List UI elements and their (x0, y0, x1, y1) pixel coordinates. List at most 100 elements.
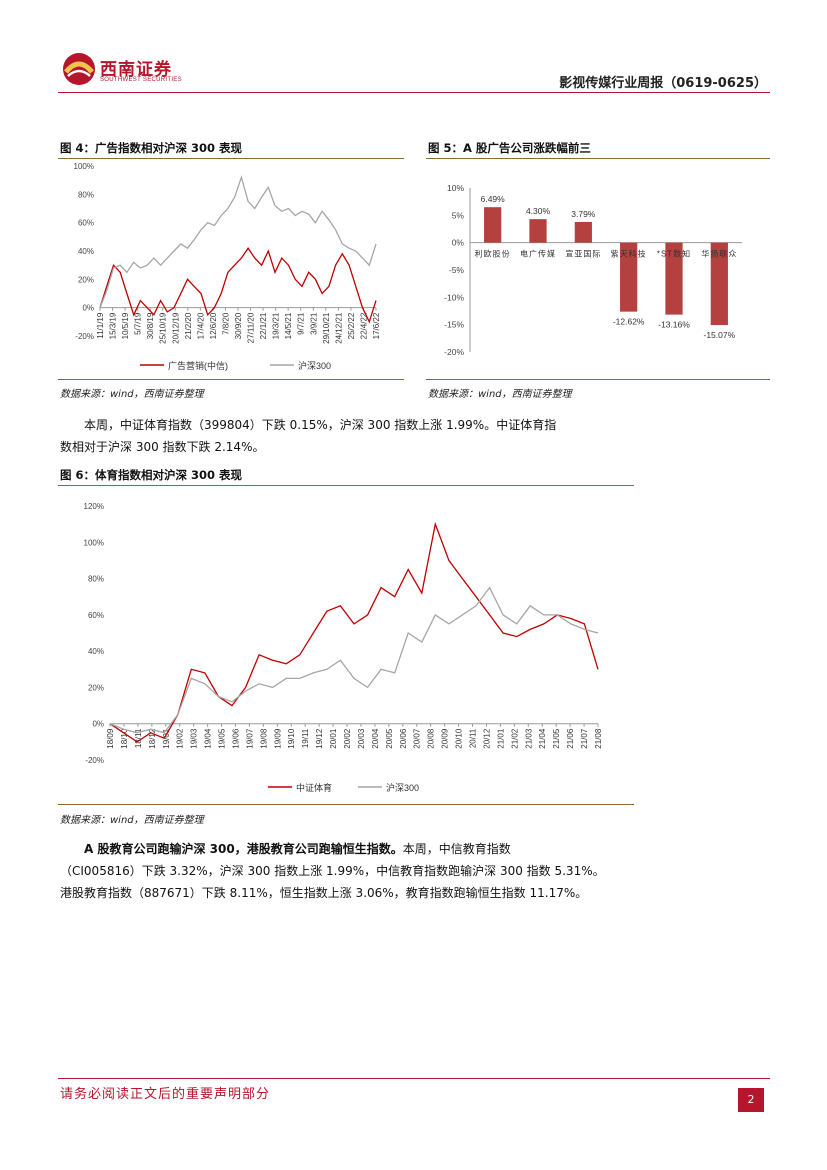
x-tick-label: 12/6/20 (209, 312, 218, 339)
bar (574, 221, 592, 243)
y-tick-label: 100% (74, 162, 94, 171)
x-tick-label: 7/8/20 (221, 312, 230, 335)
fig4-chart: 100% 80% 60% 40% 20% 0% -20% 11/1/19 15/3/19 10/5… (74, 162, 381, 371)
x-tick-label: 21/01 (496, 728, 505, 749)
x-tick-label: 21/05 (552, 728, 561, 749)
x-tick-label: 20/03 (357, 728, 366, 749)
x-tick-label: 29/10/21 (322, 312, 331, 344)
x-tick-label: 21/04 (538, 728, 547, 749)
x-tick-label: 21/06 (566, 728, 575, 749)
y-tick-label: 100% (84, 538, 104, 547)
x-tick-label: 20/10 (455, 728, 464, 749)
x-tick-label: 18/09 (106, 728, 115, 749)
series-line-primary (99, 247, 377, 324)
fig4-top-rule (58, 158, 404, 159)
x-tick-label: 19/10 (287, 728, 296, 749)
y-tick-label: 10% (447, 183, 464, 193)
fig6-title: 图 6：体育指数相对沪深 300 表现 (60, 468, 243, 482)
legend-label: 沪深300 (298, 360, 331, 371)
fig6-source: 数据来源：wind，西南证券整理 (60, 815, 204, 826)
paragraph-line: （CI005816）下跌 3.32%，沪深 300 指数上涨 1.99%，中信教… (60, 864, 605, 878)
x-tick-label: 19/05 (218, 728, 227, 749)
y-tick-label: 40% (78, 247, 94, 256)
paragraph-line: 数相对于沪深 300 指数下跌 2.14%。 (60, 440, 265, 454)
y-tick-label: 5% (452, 210, 465, 220)
x-category-label: 宣亚国际 (565, 249, 601, 259)
x-tick-label: 25/2/22 (347, 312, 356, 339)
x-tick-label: 19/12 (315, 728, 324, 749)
x-tick-label: 15/3/19 (109, 312, 118, 339)
legend-label: 广告营销(中信) (168, 360, 228, 371)
bar-data-label: 6.49% (481, 194, 506, 204)
fig6-bottom-rule (58, 804, 634, 805)
x-tick-label: 18/11 (134, 728, 143, 748)
x-tick-label: 27/11/20 (247, 312, 256, 343)
y-tick-label: -10% (444, 292, 464, 302)
paragraph-line: A 股教育公司跑输沪深 300，港股教育公司跑输恒生指数。本周，中信教育指数 (60, 838, 620, 860)
x-tick-label: 19/11 (301, 728, 310, 748)
x-tick-label: 20/09 (441, 728, 450, 749)
y-tick-label: 0% (92, 720, 104, 729)
x-category-label: 紫天科技 (611, 249, 647, 259)
paragraph-line: 港股教育指数（887671）下跌 8.11%，恒生指数上涨 3.06%，教育指数… (60, 886, 588, 900)
fig4-title: 图 4：广告指数相对沪深 300 表现 (60, 141, 243, 155)
y-tick-label: 0% (82, 304, 94, 313)
x-tick-label: 3/9/21 (309, 312, 318, 335)
fig5-source: 数据来源：wind，西南证券整理 (428, 389, 572, 400)
bar (620, 242, 638, 312)
y-tick-label: -20% (75, 332, 94, 341)
x-tick-label: 22/4/22 (359, 312, 368, 339)
x-tick-label: 19/3/21 (272, 312, 281, 339)
header-rule (58, 92, 770, 93)
x-tick-label: 19/04 (204, 728, 213, 749)
x-tick-label: 18/12 (148, 728, 157, 749)
y-tick-label: 120% (84, 502, 104, 511)
y-tick-label: 60% (78, 219, 94, 228)
bar-data-label: 4.30% (526, 206, 551, 216)
x-tick-label: 9/7/21 (297, 312, 306, 335)
y-tick-label: -15% (444, 320, 464, 330)
x-tick-label: 21/2/20 (184, 312, 193, 339)
bar (484, 207, 502, 243)
x-tick-label: 19/09 (273, 728, 282, 749)
x-tick-label: 19/08 (259, 728, 268, 749)
logo-wordmark: 西南证券 (100, 60, 172, 80)
paragraph-sports-index: 本周，中证体育指数（399804）下跌 0.15%，沪深 300 指数上涨 1.… (60, 414, 620, 458)
x-tick-label: 20/08 (427, 728, 436, 749)
x-tick-label: 24/12/21 (334, 312, 343, 344)
bar-data-label: -13.16% (658, 320, 690, 330)
paragraph-bold-lead: A 股教育公司跑输沪深 300，港股教育公司跑输恒生指数。 (84, 842, 403, 856)
paragraph-line-text: 本周，中信教育指数 (402, 842, 511, 856)
y-tick-label: 20% (88, 683, 104, 692)
x-tick-label: 30/8/19 (146, 312, 155, 339)
x-tick-label: 10/5/19 (121, 312, 130, 339)
y-tick-label: -20% (85, 756, 104, 765)
paragraph-line: 本周，中证体育指数（399804）下跌 0.15%，沪深 300 指数上涨 1.… (84, 418, 557, 432)
x-category-label: 华扬联众 (701, 249, 737, 259)
legend-label: 中证体育 (296, 782, 332, 793)
x-category-label: *ST数知 (657, 249, 691, 259)
x-tick-label: 20/12/19 (171, 312, 180, 344)
x-tick-label: 22/1/21 (259, 312, 268, 339)
bar-data-label: 3.79% (571, 209, 596, 219)
y-tick-label: 60% (88, 611, 104, 620)
x-tick-label: 20/02 (343, 728, 352, 749)
fig5-top-rule (426, 158, 770, 159)
x-tick-label: 30/9/20 (234, 312, 243, 339)
x-tick-label: 19/03 (190, 728, 199, 749)
bar-data-label: -15.07% (703, 330, 735, 340)
x-tick-label: 18/10 (120, 728, 129, 749)
x-tick-label: 25/10/19 (159, 312, 168, 344)
x-tick-label: 19/02 (176, 728, 185, 749)
logo-english: SOUTHWEST SECURITIES (100, 77, 182, 83)
y-tick-label: 80% (78, 190, 94, 199)
report-title: 影视传媒行业周报（0619-0625） (559, 76, 767, 91)
bar (710, 242, 728, 326)
x-tick-label: 19/06 (231, 728, 240, 749)
x-tick-label: 20/01 (329, 728, 338, 749)
x-tick-label: 21/03 (524, 728, 533, 749)
x-tick-label: 20/04 (371, 728, 380, 749)
x-tick-label: 5/7/19 (134, 312, 143, 335)
page-number: 2 (738, 1088, 764, 1112)
x-tick-label: 20/07 (413, 728, 422, 749)
